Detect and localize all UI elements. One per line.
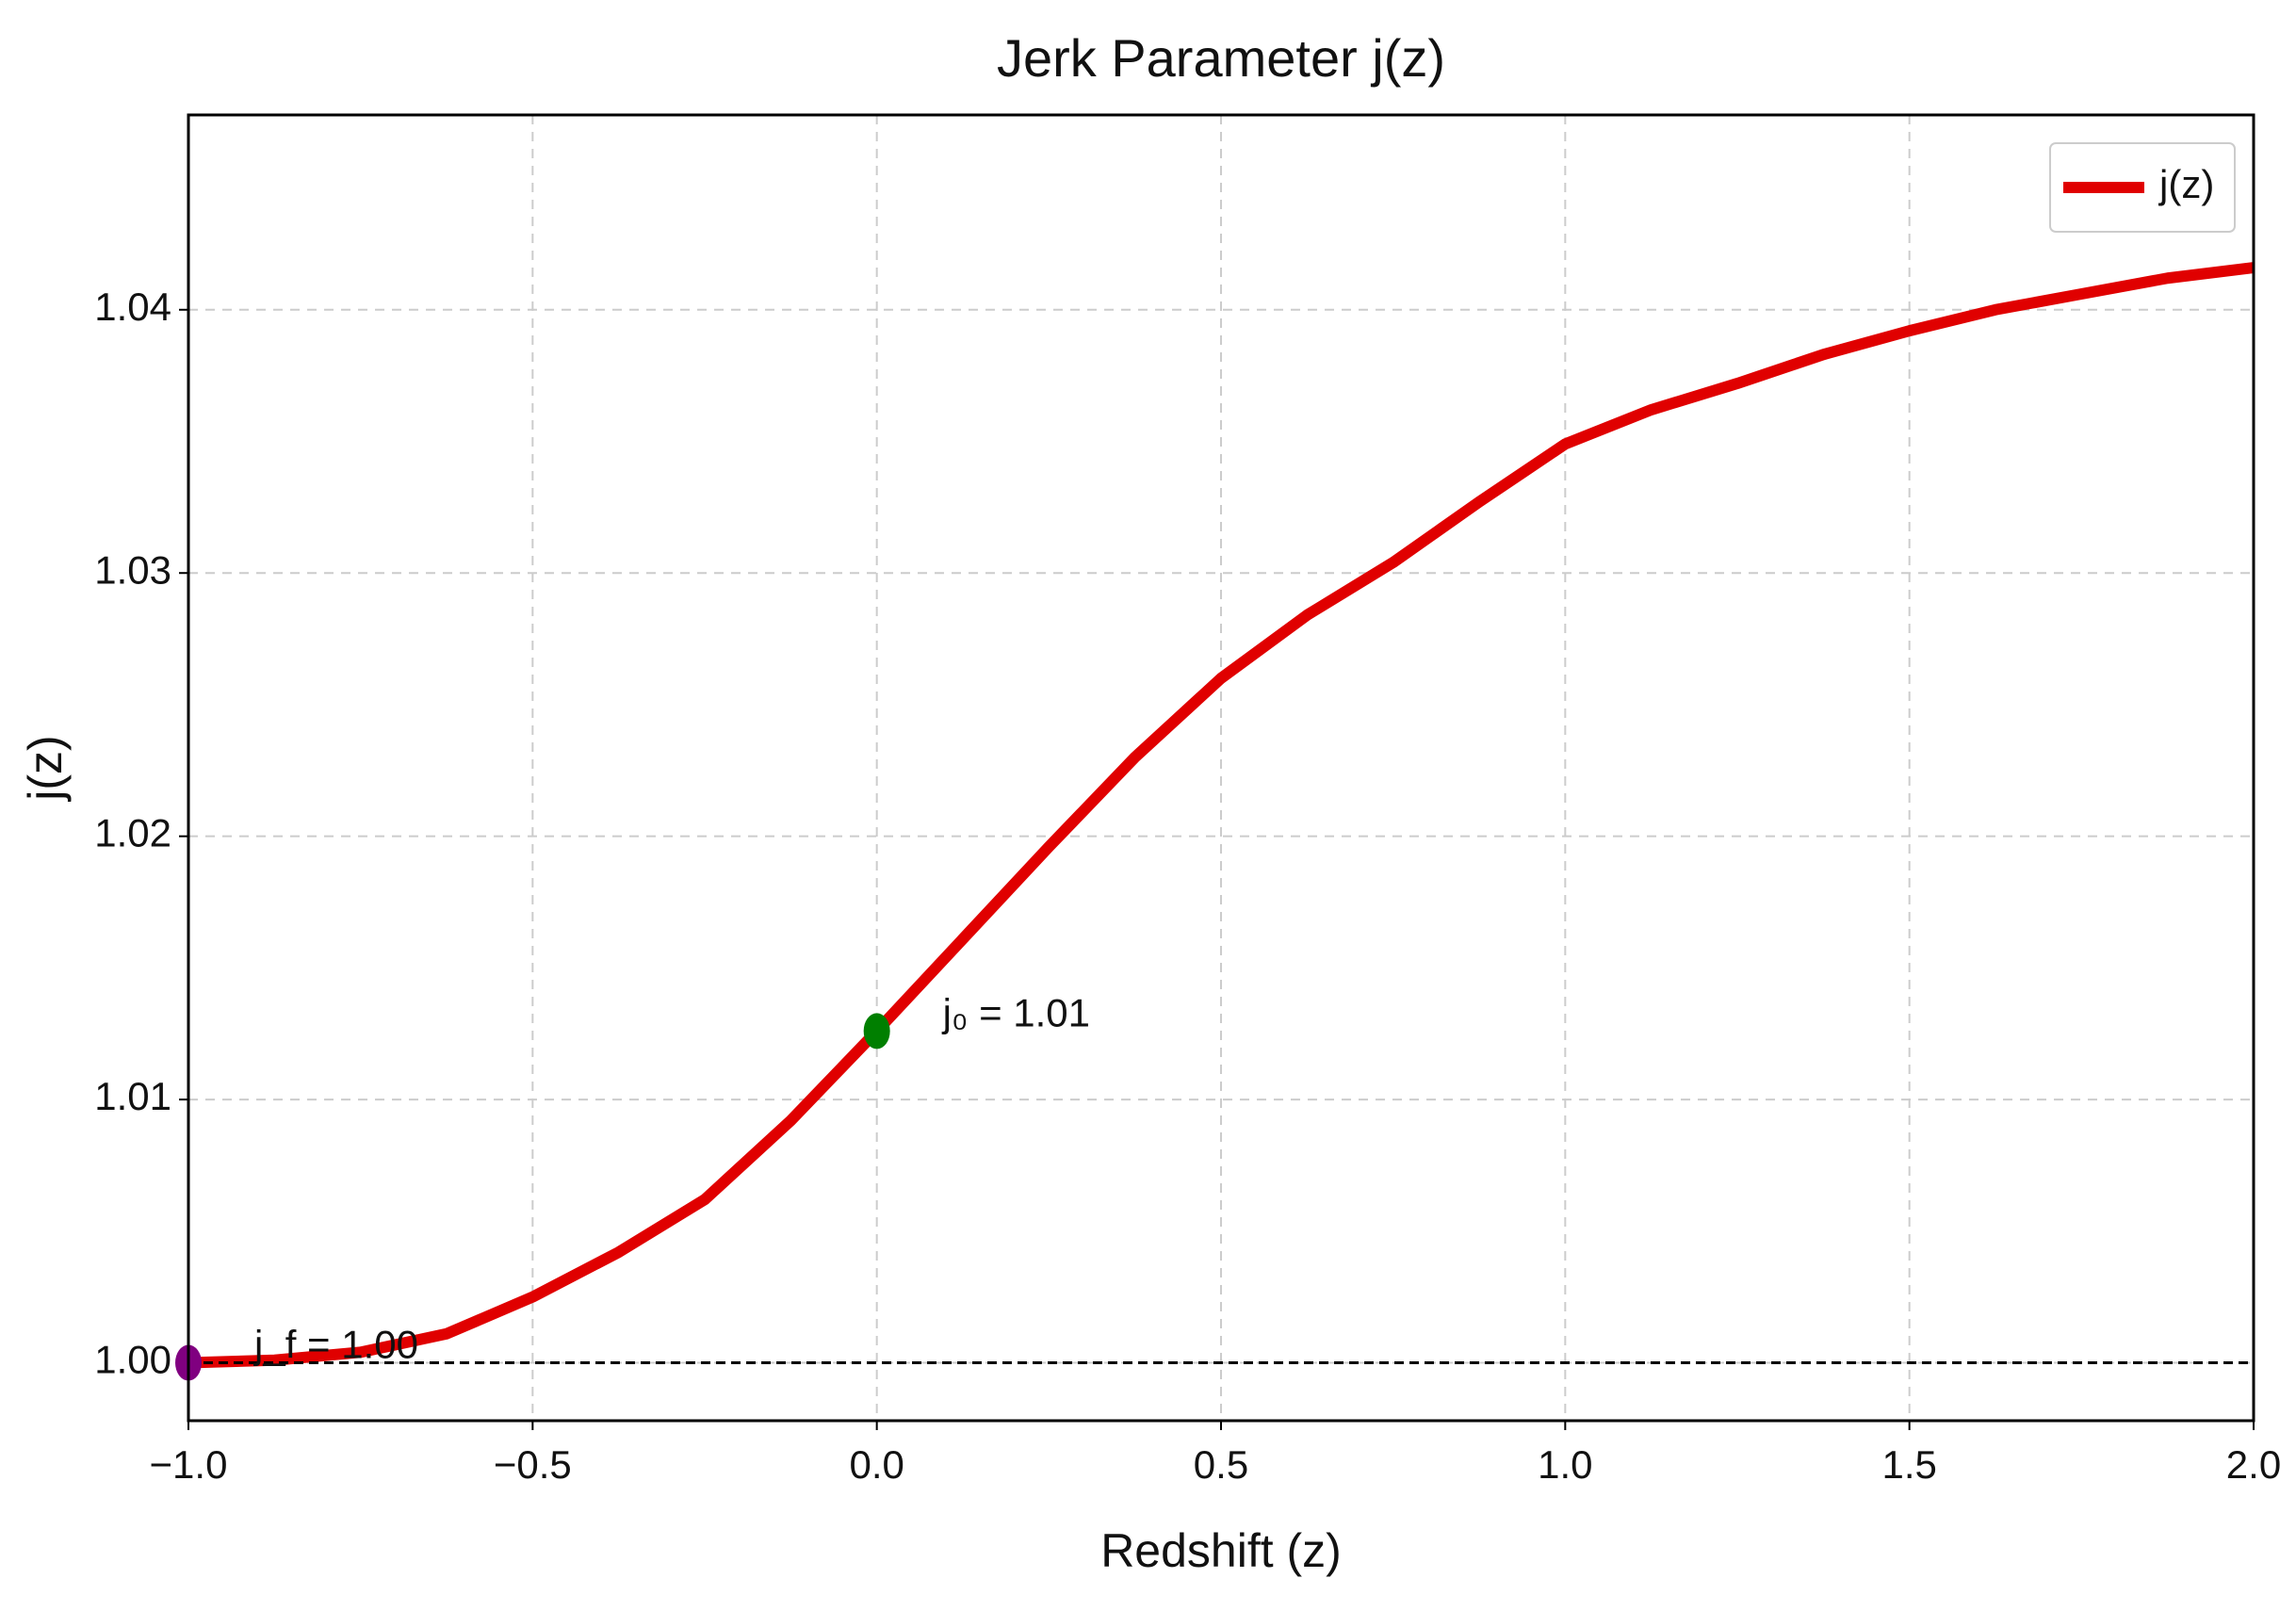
x-tick-label: 2.0	[2226, 1442, 2281, 1487]
y-tick-label: 1.04	[94, 285, 171, 329]
point-annotation: j₀ = 1.01	[941, 991, 1090, 1035]
data-line	[187, 262, 2255, 1369]
x-tick-label: 1.5	[1881, 1442, 1936, 1487]
y-tick-label: 1.02	[94, 811, 171, 855]
x-axis-label: Redshift (z)	[1100, 1524, 1342, 1577]
x-tick-label: −0.5	[494, 1442, 572, 1487]
x-tick-label: −1.0	[150, 1442, 228, 1487]
chart-title: Jerk Parameter j(z)	[997, 28, 1445, 88]
y-tick-label: 1.01	[94, 1074, 171, 1118]
y-tick-label: 1.03	[94, 547, 171, 592]
y-axis-label: j(z)	[19, 735, 72, 802]
x-tick-label: 0.0	[849, 1442, 904, 1487]
point-marker	[863, 1013, 890, 1050]
y-tick-label: 1.00	[94, 1338, 171, 1382]
point-annotation: j_f = 1.00	[252, 1323, 418, 1367]
x-tick-label: 1.0	[1538, 1442, 1592, 1487]
legend-label: j(z)	[2158, 162, 2214, 206]
x-tick-label: 0.5	[1194, 1442, 1248, 1487]
plot-frame	[187, 113, 2255, 1423]
